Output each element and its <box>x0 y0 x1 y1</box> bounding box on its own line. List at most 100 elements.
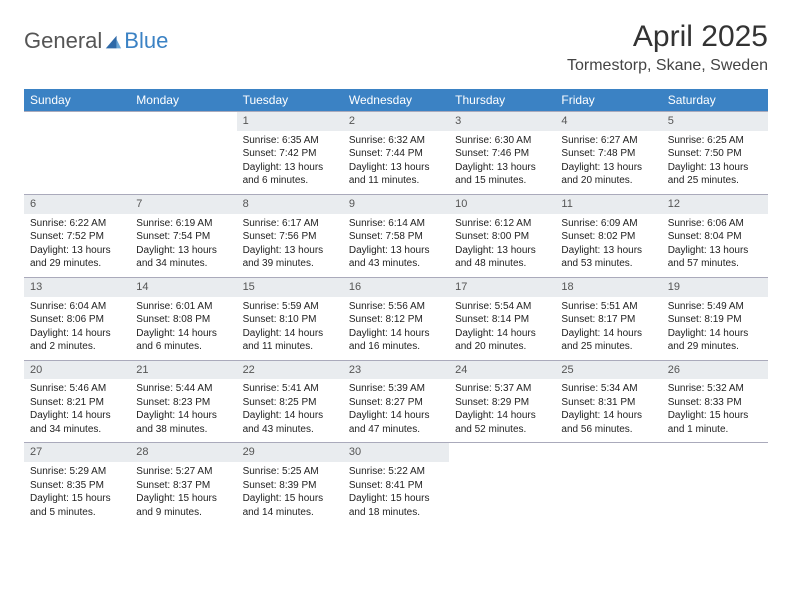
cell-body: Sunrise: 6:09 AMSunset: 8:02 PMDaylight:… <box>555 214 661 277</box>
date-number: 26 <box>662 361 768 380</box>
sunrise-line: Sunrise: 6:06 AM <box>668 217 762 231</box>
daylight-line: Daylight: 14 hours and 34 minutes. <box>30 409 124 436</box>
sunrise-line: Sunrise: 6:01 AM <box>136 300 230 314</box>
daylight-line: Daylight: 13 hours and 57 minutes. <box>668 244 762 271</box>
brand-part1: General <box>24 28 102 54</box>
date-number: 17 <box>449 278 555 297</box>
sunrise-line: Sunrise: 5:51 AM <box>561 300 655 314</box>
brand-logo: General Blue <box>24 20 168 54</box>
cell-body: Sunrise: 5:37 AMSunset: 8:29 PMDaylight:… <box>449 379 555 442</box>
calendar-cell-empty <box>24 112 130 194</box>
sunset-line: Sunset: 7:44 PM <box>349 147 443 161</box>
calendar-week: 27Sunrise: 5:29 AMSunset: 8:35 PMDayligh… <box>24 442 768 525</box>
daylight-line: Daylight: 15 hours and 1 minute. <box>668 409 762 436</box>
date-number: 20 <box>24 361 130 380</box>
cell-body: Sunrise: 5:56 AMSunset: 8:12 PMDaylight:… <box>343 297 449 360</box>
calendar-cell-empty <box>555 443 661 525</box>
calendar-cell: 13Sunrise: 6:04 AMSunset: 8:06 PMDayligh… <box>24 278 130 360</box>
sunset-line: Sunset: 8:17 PM <box>561 313 655 327</box>
sunset-line: Sunset: 8:37 PM <box>136 479 230 493</box>
date-number: 25 <box>555 361 661 380</box>
sail-icon <box>104 34 122 52</box>
daylight-line: Daylight: 13 hours and 48 minutes. <box>455 244 549 271</box>
cell-body: Sunrise: 6:32 AMSunset: 7:44 PMDaylight:… <box>343 131 449 194</box>
cell-body: Sunrise: 5:41 AMSunset: 8:25 PMDaylight:… <box>237 379 343 442</box>
cell-body: Sunrise: 6:19 AMSunset: 7:54 PMDaylight:… <box>130 214 236 277</box>
sunset-line: Sunset: 8:08 PM <box>136 313 230 327</box>
daylight-line: Daylight: 14 hours and 16 minutes. <box>349 327 443 354</box>
daylight-line: Daylight: 13 hours and 15 minutes. <box>455 161 549 188</box>
daylight-line: Daylight: 13 hours and 53 minutes. <box>561 244 655 271</box>
cell-body: Sunrise: 5:44 AMSunset: 8:23 PMDaylight:… <box>130 379 236 442</box>
calendar-cell: 21Sunrise: 5:44 AMSunset: 8:23 PMDayligh… <box>130 361 236 443</box>
daylight-line: Daylight: 13 hours and 25 minutes. <box>668 161 762 188</box>
sunset-line: Sunset: 7:52 PM <box>30 230 124 244</box>
sunset-line: Sunset: 7:48 PM <box>561 147 655 161</box>
sunrise-line: Sunrise: 5:37 AM <box>455 382 549 396</box>
day-header: Wednesday <box>343 89 449 111</box>
sunset-line: Sunset: 8:10 PM <box>243 313 337 327</box>
sunset-line: Sunset: 8:12 PM <box>349 313 443 327</box>
date-number: 10 <box>449 195 555 214</box>
date-number: 2 <box>343 112 449 131</box>
cell-body: Sunrise: 6:01 AMSunset: 8:08 PMDaylight:… <box>130 297 236 360</box>
daylight-line: Daylight: 15 hours and 14 minutes. <box>243 492 337 519</box>
sunset-line: Sunset: 8:19 PM <box>668 313 762 327</box>
sunset-line: Sunset: 8:06 PM <box>30 313 124 327</box>
cell-body: Sunrise: 5:25 AMSunset: 8:39 PMDaylight:… <box>237 462 343 525</box>
sunrise-line: Sunrise: 6:32 AM <box>349 134 443 148</box>
daylight-line: Daylight: 14 hours and 11 minutes. <box>243 327 337 354</box>
cell-body: Sunrise: 6:14 AMSunset: 7:58 PMDaylight:… <box>343 214 449 277</box>
cell-body: Sunrise: 6:22 AMSunset: 7:52 PMDaylight:… <box>24 214 130 277</box>
calendar-cell: 24Sunrise: 5:37 AMSunset: 8:29 PMDayligh… <box>449 361 555 443</box>
daylight-line: Daylight: 14 hours and 43 minutes. <box>243 409 337 436</box>
date-number: 13 <box>24 278 130 297</box>
calendar-week: 6Sunrise: 6:22 AMSunset: 7:52 PMDaylight… <box>24 194 768 277</box>
cell-body: Sunrise: 6:27 AMSunset: 7:48 PMDaylight:… <box>555 131 661 194</box>
calendar-cell: 5Sunrise: 6:25 AMSunset: 7:50 PMDaylight… <box>662 112 768 194</box>
date-number: 29 <box>237 443 343 462</box>
daylight-line: Daylight: 14 hours and 20 minutes. <box>455 327 549 354</box>
date-number: 23 <box>343 361 449 380</box>
date-number: 22 <box>237 361 343 380</box>
month-title: April 2025 <box>567 20 768 53</box>
calendar-cell: 1Sunrise: 6:35 AMSunset: 7:42 PMDaylight… <box>237 112 343 194</box>
date-number: 12 <box>662 195 768 214</box>
sunrise-line: Sunrise: 5:32 AM <box>668 382 762 396</box>
sunrise-line: Sunrise: 5:44 AM <box>136 382 230 396</box>
sunrise-line: Sunrise: 6:12 AM <box>455 217 549 231</box>
sunrise-line: Sunrise: 5:27 AM <box>136 465 230 479</box>
daylight-line: Daylight: 14 hours and 29 minutes. <box>668 327 762 354</box>
calendar-cell: 9Sunrise: 6:14 AMSunset: 7:58 PMDaylight… <box>343 195 449 277</box>
date-number: 1 <box>237 112 343 131</box>
sunrise-line: Sunrise: 6:14 AM <box>349 217 443 231</box>
cell-body: Sunrise: 5:49 AMSunset: 8:19 PMDaylight:… <box>662 297 768 360</box>
calendar-cell: 29Sunrise: 5:25 AMSunset: 8:39 PMDayligh… <box>237 443 343 525</box>
calendar: SundayMondayTuesdayWednesdayThursdayFrid… <box>24 89 768 525</box>
location-label: Tormestorp, Skane, Sweden <box>567 57 768 75</box>
sunset-line: Sunset: 7:58 PM <box>349 230 443 244</box>
calendar-cell: 22Sunrise: 5:41 AMSunset: 8:25 PMDayligh… <box>237 361 343 443</box>
day-header: Sunday <box>24 89 130 111</box>
sunrise-line: Sunrise: 5:46 AM <box>30 382 124 396</box>
date-number: 30 <box>343 443 449 462</box>
sunrise-line: Sunrise: 5:39 AM <box>349 382 443 396</box>
calendar-cell: 11Sunrise: 6:09 AMSunset: 8:02 PMDayligh… <box>555 195 661 277</box>
title-block: April 2025 Tormestorp, Skane, Sweden <box>567 20 768 75</box>
calendar-cell-empty <box>662 443 768 525</box>
sunset-line: Sunset: 8:41 PM <box>349 479 443 493</box>
sunset-line: Sunset: 7:50 PM <box>668 147 762 161</box>
daylight-line: Daylight: 13 hours and 43 minutes. <box>349 244 443 271</box>
date-number: 19 <box>662 278 768 297</box>
date-number: 24 <box>449 361 555 380</box>
sunset-line: Sunset: 7:54 PM <box>136 230 230 244</box>
sunrise-line: Sunrise: 5:29 AM <box>30 465 124 479</box>
date-number: 27 <box>24 443 130 462</box>
date-number: 3 <box>449 112 555 131</box>
cell-body: Sunrise: 6:17 AMSunset: 7:56 PMDaylight:… <box>237 214 343 277</box>
sunrise-line: Sunrise: 6:04 AM <box>30 300 124 314</box>
day-header: Friday <box>555 89 661 111</box>
sunset-line: Sunset: 8:31 PM <box>561 396 655 410</box>
calendar-grid: 1Sunrise: 6:35 AMSunset: 7:42 PMDaylight… <box>24 111 768 525</box>
calendar-cell: 6Sunrise: 6:22 AMSunset: 7:52 PMDaylight… <box>24 195 130 277</box>
